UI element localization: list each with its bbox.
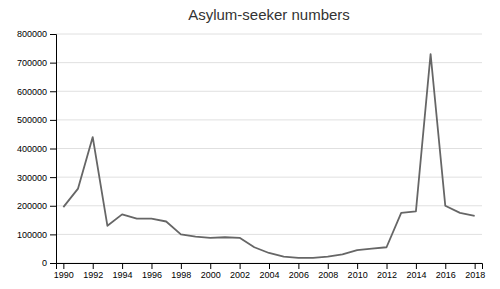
x-tick-mark <box>181 263 182 269</box>
y-tick-mark <box>50 91 56 92</box>
grid-line <box>56 148 482 149</box>
y-tick: 700000 <box>17 58 56 68</box>
x-tick: 2016 <box>436 263 456 280</box>
y-tick-label: 500000 <box>17 115 47 125</box>
y-tick-label: 600000 <box>17 87 47 97</box>
y-tick-label: 700000 <box>17 58 47 68</box>
y-tick-mark <box>50 149 56 150</box>
x-tick-label: 2006 <box>289 270 309 280</box>
x-tick-mark <box>357 263 358 269</box>
y-tick-label: 800000 <box>17 29 47 39</box>
grid-line <box>56 205 482 206</box>
chart: Asylum-seeker numbers1990199219941996199… <box>0 0 500 289</box>
x-tick-label: 2016 <box>436 270 456 280</box>
x-tick-label: 2008 <box>318 270 338 280</box>
x-tick: 2000 <box>201 263 221 280</box>
x-tick-mark <box>63 263 64 269</box>
x-tick-mark <box>210 263 211 269</box>
y-tick-label: 300000 <box>17 173 47 183</box>
y-tick: 300000 <box>17 173 56 183</box>
x-tick: 2008 <box>318 263 338 280</box>
grid-line <box>56 177 482 178</box>
x-tick-label: 1998 <box>171 270 191 280</box>
x-tick-label: 2002 <box>230 270 250 280</box>
plot-area <box>63 54 474 258</box>
x-tick: 1992 <box>83 263 103 280</box>
y-tick-label: 100000 <box>17 230 47 240</box>
y-tick: 100000 <box>17 230 56 240</box>
x-axis: 1990 1992 1994 1996 1998 2000 2002 2004 2006 2008… <box>54 263 485 280</box>
x-tick: 2012 <box>377 263 397 280</box>
x-tick-mark <box>387 263 388 269</box>
grid-line <box>56 119 482 120</box>
x-tick-mark <box>298 263 299 269</box>
grid-line <box>56 234 482 235</box>
x-tick: 2018 <box>465 263 485 280</box>
y-axis-line <box>50 35 57 264</box>
y-tick: 200000 <box>17 201 56 211</box>
x-axis-line <box>57 264 483 270</box>
x-tick-mark <box>122 263 123 269</box>
x-tick-label: 2004 <box>259 270 279 280</box>
y-tick: 800000 <box>17 29 56 39</box>
x-tick-label: 1990 <box>54 270 74 280</box>
x-tick-label: 1992 <box>83 270 103 280</box>
x-tick-label: 1994 <box>113 270 133 280</box>
x-tick-mark <box>445 263 446 269</box>
line <box>63 54 474 258</box>
title: Asylum-seeker numbers <box>188 6 350 23</box>
x-tick: 2010 <box>348 263 368 280</box>
y-tick-mark <box>50 177 56 178</box>
y-tick: 400000 <box>17 144 56 154</box>
y-tick: 500000 <box>17 115 56 125</box>
grid-line <box>56 34 482 35</box>
x-tick-mark <box>93 263 94 269</box>
y-tick-mark <box>50 263 56 264</box>
y-axis: 0 100000 200000 300000 400000 500000 600000 700… <box>17 29 57 268</box>
x-tick-mark <box>269 263 270 269</box>
x-tick-mark <box>240 263 241 269</box>
x-tick-label: 2000 <box>201 270 221 280</box>
y-tick-label: 400000 <box>17 144 47 154</box>
x-tick: 1996 <box>142 263 162 280</box>
y-tick-mark <box>50 120 56 121</box>
x-tick-label: 2012 <box>377 270 397 280</box>
x-tick: 2004 <box>259 263 279 280</box>
y-tick-label: 0 <box>42 258 47 268</box>
x-tick: 2006 <box>289 263 309 280</box>
y-tick-mark <box>50 63 56 64</box>
x-tick-label: 2010 <box>348 270 368 280</box>
x-tick-mark <box>328 263 329 269</box>
y-tick-mark <box>50 34 56 35</box>
x-tick: 2014 <box>406 263 426 280</box>
x-tick: 1998 <box>171 263 191 280</box>
x-tick-mark <box>151 263 152 269</box>
y-tick: 600000 <box>17 87 56 97</box>
grid <box>56 34 482 263</box>
x-tick: 1994 <box>113 263 133 280</box>
x-tick-label: 2018 <box>465 270 485 280</box>
y-tick-mark <box>50 234 56 235</box>
x-tick-mark <box>475 263 476 269</box>
x-tick-mark <box>416 263 417 269</box>
y-tick-mark <box>50 206 56 207</box>
x-tick: 2002 <box>230 263 250 280</box>
x-tick-label: 2014 <box>406 270 426 280</box>
y-tick-label: 200000 <box>17 201 47 211</box>
grid-line <box>56 91 482 92</box>
grid-line <box>56 62 482 63</box>
y-tick: 0 <box>42 258 56 268</box>
x-tick: 1990 <box>54 263 74 280</box>
x-tick-label: 1996 <box>142 270 162 280</box>
